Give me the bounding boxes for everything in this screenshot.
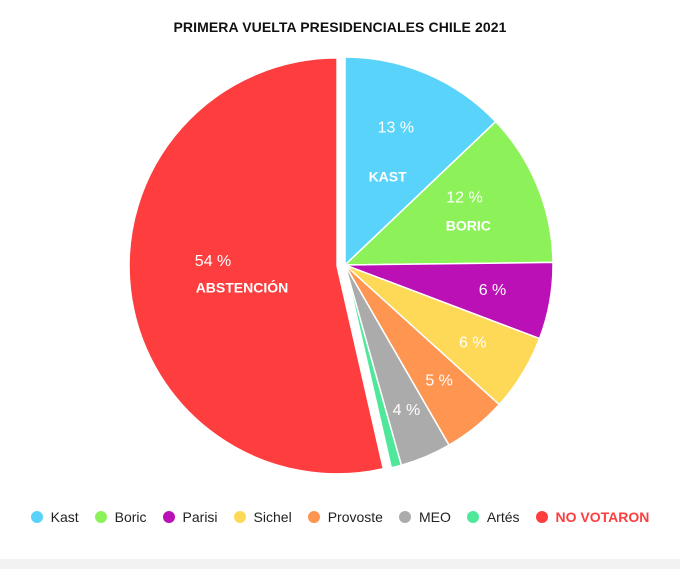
slice-percent-label: 5 % [425,373,453,390]
pie-slice-no-votaron [128,57,385,475]
pie-slice-kast [344,56,497,267]
legend-label: Artés [486,509,520,525]
page-footer-band [0,559,680,569]
legend-item-boric[interactable]: Boric [94,509,147,525]
slice-percent-label: 13 % [378,120,414,137]
slice-percent-label: 12 % [446,190,482,207]
legend-swatch [398,511,411,523]
slice-name-label: ABSTENCIÓN [196,278,289,295]
legend-item-kast[interactable]: Kast [30,509,79,525]
legend-swatch [162,511,175,523]
legend-item-parisi[interactable]: Parisi [162,509,218,525]
slice-percent-label: 6 % [479,282,507,299]
pie-slice-boric [343,120,554,266]
slice-name-label: KAST [369,168,408,184]
slice-percent-label: 6 % [459,334,487,351]
legend-label: Parisi [182,509,218,525]
legend-item-art-s[interactable]: Artés [466,509,520,525]
legend-item-meo[interactable]: MEO [398,509,451,525]
chart-legend: Kast Boric Parisi Sichel Provoste MEO Artés NO … [0,509,680,525]
legend-label: Provoste [327,509,383,525]
legend-swatch [307,511,320,523]
legend-item-sichel[interactable]: Sichel [233,509,292,525]
legend-swatch [94,511,107,523]
legend-label: Kast [50,509,79,525]
legend-swatch [535,511,548,523]
legend-swatch [233,511,246,523]
legend-item-no-votaron[interactable]: NO VOTARON [535,509,650,525]
slice-name-label: BORIC [446,218,491,234]
legend-label: MEO [418,509,451,525]
legend-item-provoste[interactable]: Provoste [307,509,383,525]
legend-label: Sichel [253,509,292,525]
chart-title: PRIMERA VUELTA PRESIDENCIALES CHILE 2021 [173,19,507,35]
legend-label: Boric [114,509,147,525]
legend-swatch [30,511,43,523]
pie-chart: 13 % KAST 12 % BORIC 6 % 6 % 5 %4 % 54 % ABSTENC… [128,56,554,475]
pie-slice-art-s [344,264,403,469]
slice-percent-label: 4 % [393,402,421,419]
legend-swatch [466,511,479,523]
legend-label: NO VOTARON [555,509,650,525]
slice-percent-label: 54 % [195,253,231,270]
